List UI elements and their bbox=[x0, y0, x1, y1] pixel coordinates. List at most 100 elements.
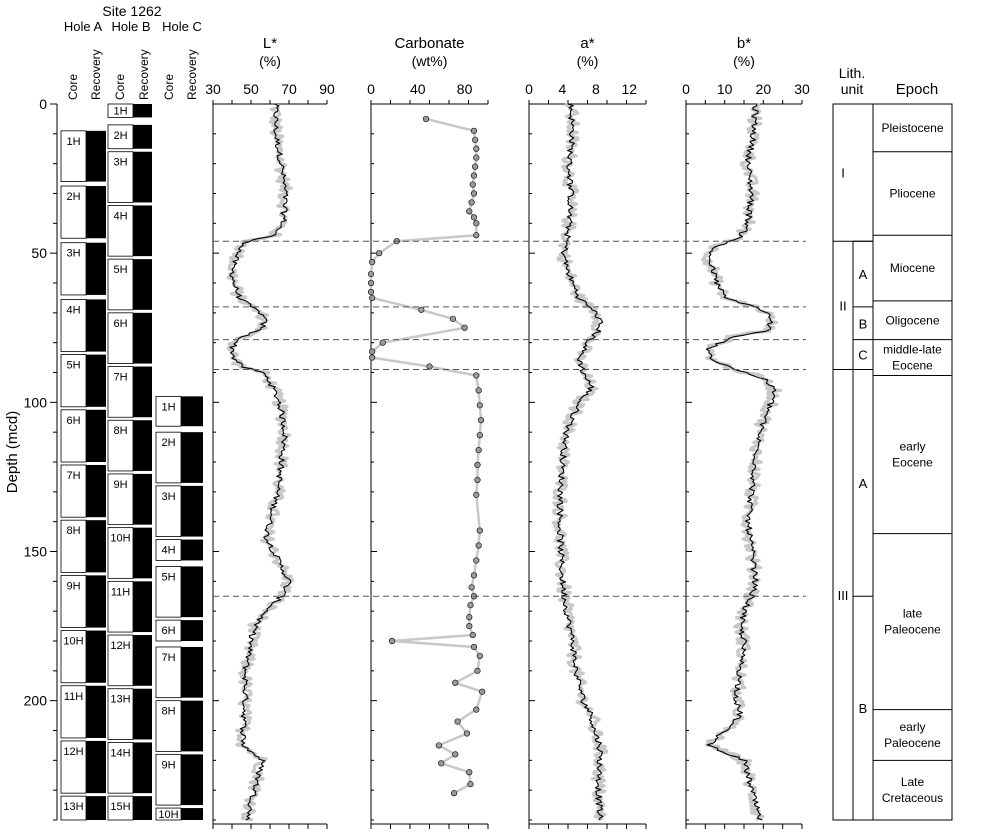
core-box bbox=[155, 700, 182, 752]
carbonate-point bbox=[476, 402, 483, 409]
recovery-bar bbox=[133, 366, 152, 418]
core-box bbox=[155, 807, 182, 821]
carbonate-point bbox=[473, 220, 480, 227]
recovery-bar bbox=[133, 473, 152, 525]
core-label: 7H bbox=[161, 652, 175, 664]
core-box bbox=[60, 795, 87, 821]
core-box bbox=[107, 580, 134, 633]
core-label: 8H bbox=[161, 706, 175, 718]
core-box bbox=[60, 464, 87, 518]
core-label: 6H bbox=[113, 318, 127, 330]
epoch-label: Pliocene bbox=[889, 187, 935, 201]
carbonate-point bbox=[369, 294, 376, 302]
recovery-bar bbox=[86, 242, 106, 295]
core-header-b: Core bbox=[113, 74, 127, 100]
core-columns: 1H 2H 3H 4H 5H 6H 7H 8H 9H 10H 11H 12H 13H 1H 2H 3H 4H 5H… bbox=[60, 103, 203, 821]
core-box bbox=[60, 242, 87, 296]
lithology-epoch-columns: IIIIIIABCABPleistocenePlioceneMioceneOli… bbox=[832, 103, 953, 821]
carbonate-point bbox=[367, 279, 375, 287]
core-box bbox=[107, 795, 134, 821]
raw-trace bbox=[701, 102, 783, 822]
recovery-bar bbox=[86, 630, 106, 683]
core-label: 6H bbox=[161, 625, 175, 637]
epoch-label: Pleistocene bbox=[881, 121, 943, 135]
x-tick-label: 12 bbox=[621, 81, 637, 97]
carbonate-point bbox=[473, 145, 480, 152]
core-label: 12H bbox=[110, 640, 130, 652]
core-box bbox=[107, 742, 134, 794]
core-box bbox=[155, 753, 182, 806]
core-label: 4H bbox=[66, 304, 80, 316]
core-box bbox=[107, 103, 134, 118]
hole-a-title: Hole A bbox=[64, 19, 103, 34]
smoothed-trace bbox=[556, 103, 604, 821]
raw-trace bbox=[226, 103, 295, 822]
subunit-label: A bbox=[859, 476, 868, 491]
recovery-bar bbox=[86, 520, 106, 573]
core-label: 9H bbox=[113, 479, 127, 491]
x-tick-label: 80 bbox=[457, 81, 473, 97]
core-label: 1H bbox=[161, 401, 175, 413]
recovery-bar bbox=[86, 354, 106, 407]
x-tick-label: 90 bbox=[319, 81, 335, 97]
core-box bbox=[107, 258, 134, 311]
core-box bbox=[60, 130, 87, 182]
subunit-label: B bbox=[859, 701, 868, 716]
carbonate-point bbox=[388, 637, 396, 645]
carbonate-line bbox=[369, 117, 484, 795]
carbonate-point bbox=[473, 154, 480, 161]
core-label: 13H bbox=[63, 801, 83, 813]
x-tick-label: 0 bbox=[367, 81, 375, 97]
recovery-bar bbox=[133, 104, 152, 118]
recovery-bar bbox=[86, 575, 106, 628]
core-label: 5H bbox=[113, 264, 127, 276]
unit-label: I bbox=[841, 166, 845, 181]
x-tick-label: 30 bbox=[794, 81, 810, 97]
x-tick-label: 8 bbox=[592, 81, 600, 97]
core-header-c: Core bbox=[162, 74, 176, 100]
x-tick-label: 40 bbox=[410, 81, 426, 97]
carbonate-point bbox=[474, 476, 481, 484]
core-label: 12H bbox=[63, 746, 83, 758]
panel-title: Carbonate bbox=[394, 35, 464, 52]
core-box bbox=[60, 574, 87, 628]
recovery-bar bbox=[133, 635, 152, 686]
epoch-label: middle-late bbox=[883, 343, 942, 357]
carbonate-point bbox=[472, 163, 479, 170]
core-box bbox=[107, 151, 134, 203]
recovery-bar bbox=[133, 312, 152, 364]
epoch-label: early bbox=[899, 720, 925, 734]
core-label: 10H bbox=[110, 533, 130, 545]
carbonate-point bbox=[367, 270, 375, 278]
recovery-bar bbox=[181, 432, 203, 483]
core-label: 3H bbox=[113, 157, 127, 169]
carbonate-point bbox=[479, 688, 486, 695]
epoch-label: Oligocene bbox=[885, 313, 939, 327]
site-title: Site 1262 bbox=[102, 3, 161, 19]
core-box bbox=[155, 485, 182, 537]
panel-title: b* bbox=[737, 35, 751, 52]
carbonate-point bbox=[473, 232, 480, 239]
core-box bbox=[60, 630, 87, 684]
epoch-label: Eocene bbox=[892, 359, 933, 373]
lith-header-line1: Lith. bbox=[839, 65, 865, 81]
core-label: 1H bbox=[66, 136, 80, 148]
lith-header-line2: unit bbox=[841, 81, 864, 97]
epoch-label: Paleocene bbox=[884, 736, 941, 750]
unit-label: III bbox=[838, 588, 849, 603]
core-box bbox=[60, 685, 87, 739]
core-label: 2H bbox=[66, 191, 80, 203]
core-label: 4H bbox=[161, 545, 175, 557]
carbonate-point bbox=[461, 324, 468, 331]
carbonate-point bbox=[418, 306, 425, 313]
recovery-bar bbox=[181, 646, 203, 698]
core-label: 3H bbox=[161, 491, 175, 503]
carbonate-point bbox=[468, 584, 475, 591]
carbonate-point bbox=[476, 652, 483, 660]
recovery-bar bbox=[181, 620, 203, 641]
recovery-header-c: Recovery bbox=[185, 49, 199, 100]
recovery-bar bbox=[181, 808, 203, 820]
core-header-a: Core bbox=[66, 74, 80, 100]
